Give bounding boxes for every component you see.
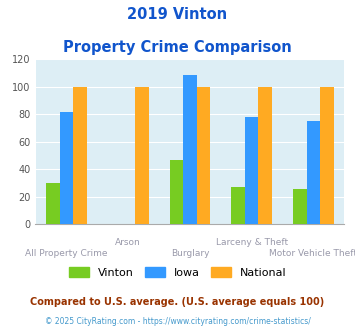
Legend: Vinton, Iowa, National: Vinton, Iowa, National [64, 263, 291, 282]
Bar [183, 75, 197, 224]
Text: © 2025 CityRating.com - https://www.cityrating.com/crime-statistics/: © 2025 CityRating.com - https://www.city… [45, 317, 310, 326]
Text: Burglary: Burglary [171, 249, 209, 258]
Bar [73, 87, 87, 224]
Bar [135, 87, 148, 224]
Bar [258, 87, 272, 224]
Bar [245, 117, 258, 224]
Bar [197, 87, 210, 224]
Bar [60, 112, 73, 224]
Text: Motor Vehicle Theft: Motor Vehicle Theft [269, 249, 355, 258]
Text: Compared to U.S. average. (U.S. average equals 100): Compared to U.S. average. (U.S. average … [31, 297, 324, 307]
Text: 2019 Vinton: 2019 Vinton [127, 7, 228, 21]
Text: Arson: Arson [115, 238, 141, 247]
Text: Larceny & Theft: Larceny & Theft [215, 238, 288, 247]
Bar [170, 160, 183, 224]
Bar [46, 183, 60, 224]
Bar [231, 187, 245, 224]
Bar [293, 189, 307, 224]
Text: All Property Crime: All Property Crime [25, 249, 108, 258]
Bar [320, 87, 334, 224]
Bar [307, 121, 320, 224]
Text: Property Crime Comparison: Property Crime Comparison [63, 40, 292, 54]
